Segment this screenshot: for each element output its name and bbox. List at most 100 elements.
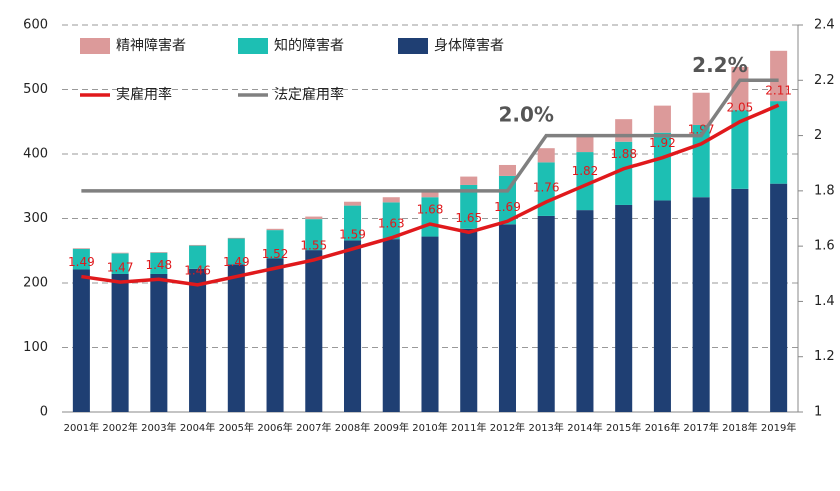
x-tick-label: 2009年 bbox=[374, 421, 409, 434]
y-tick-label: 300 bbox=[23, 211, 48, 226]
legend-label: 法定雇用率 bbox=[274, 86, 344, 103]
bar bbox=[537, 215, 555, 412]
bar bbox=[72, 248, 90, 270]
annotation: 2.2% bbox=[692, 53, 747, 77]
bar bbox=[576, 152, 594, 211]
bar bbox=[615, 141, 633, 205]
bar bbox=[305, 250, 323, 412]
bar bbox=[692, 92, 710, 125]
bar bbox=[460, 228, 478, 412]
x-tick-label: 2015年 bbox=[606, 421, 641, 434]
bar bbox=[72, 269, 90, 412]
bar bbox=[653, 132, 671, 201]
data-label: 1.69 bbox=[494, 200, 521, 214]
y2-tick-label: 2.2 bbox=[814, 73, 835, 88]
data-label: 1.63 bbox=[378, 216, 405, 230]
x-tick-label: 2016年 bbox=[645, 421, 680, 434]
bar bbox=[653, 200, 671, 412]
bar bbox=[382, 239, 400, 412]
x-tick-label: 2007年 bbox=[296, 421, 331, 434]
legend-label: 身体障害者 bbox=[434, 38, 504, 54]
bar bbox=[266, 228, 284, 231]
y-tick-label: 200 bbox=[23, 276, 48, 291]
bar bbox=[421, 190, 439, 198]
bar bbox=[189, 245, 207, 269]
data-label: 1.46 bbox=[184, 263, 211, 277]
bar bbox=[460, 176, 478, 185]
data-label: 1.92 bbox=[649, 136, 676, 150]
y-tick-label: 500 bbox=[23, 82, 48, 97]
y2-tick-label: 1.4 bbox=[814, 294, 835, 309]
bar bbox=[111, 252, 129, 254]
bar bbox=[421, 236, 439, 412]
bar bbox=[382, 202, 400, 240]
y2-tick-label: 2 bbox=[814, 128, 822, 143]
x-tick-label: 2002年 bbox=[102, 421, 137, 434]
bar bbox=[692, 197, 710, 412]
data-label: 1.82 bbox=[572, 164, 599, 178]
data-label: 1.49 bbox=[223, 255, 250, 269]
bar bbox=[653, 105, 671, 133]
x-tick-label: 2017年 bbox=[683, 421, 718, 434]
bar bbox=[150, 273, 168, 412]
bar bbox=[731, 188, 749, 412]
bar bbox=[266, 230, 284, 259]
bar bbox=[305, 219, 323, 251]
legend-label: 知的障害者 bbox=[274, 37, 344, 54]
bar bbox=[227, 238, 245, 265]
y2-tick-label: 1.8 bbox=[814, 183, 835, 198]
x-tick-label: 2011年 bbox=[451, 421, 486, 434]
data-label: 1.88 bbox=[610, 147, 637, 161]
data-label: 1.48 bbox=[145, 258, 172, 272]
bar bbox=[731, 66, 749, 111]
data-label: 1.59 bbox=[339, 227, 366, 241]
x-tick-label: 2001年 bbox=[64, 421, 99, 434]
x-tick-label: 2014年 bbox=[567, 421, 602, 434]
y2-tick-label: 2.4 bbox=[814, 18, 835, 33]
bar bbox=[344, 205, 362, 241]
data-label: 2.11 bbox=[765, 84, 792, 98]
x-tick-label: 2006年 bbox=[257, 421, 292, 434]
bar bbox=[189, 244, 207, 246]
bar bbox=[189, 268, 207, 412]
legend-swatch bbox=[80, 38, 110, 54]
bar bbox=[770, 50, 788, 102]
y-tick-label: 100 bbox=[23, 340, 48, 355]
bar bbox=[615, 119, 633, 142]
legend-label: 精神障害者 bbox=[116, 38, 186, 54]
y-tick-label: 0 bbox=[40, 405, 48, 420]
bar bbox=[460, 184, 478, 229]
y-tick-label: 400 bbox=[23, 147, 48, 162]
data-label: 1.49 bbox=[68, 255, 95, 269]
bar bbox=[537, 148, 555, 163]
bar bbox=[498, 175, 516, 225]
bar bbox=[227, 264, 245, 412]
data-label: 1.55 bbox=[300, 238, 327, 252]
legend-swatch bbox=[398, 38, 428, 54]
x-tick-label: 2008年 bbox=[335, 421, 370, 434]
bar bbox=[576, 210, 594, 412]
data-label: 2.05 bbox=[727, 100, 754, 114]
legend-label: 実雇用率 bbox=[116, 86, 172, 103]
bar bbox=[344, 240, 362, 412]
bar bbox=[150, 252, 168, 274]
x-tick-label: 2004年 bbox=[180, 421, 215, 434]
data-label: 1.52 bbox=[262, 247, 289, 261]
bar bbox=[72, 248, 90, 249]
x-tick-label: 2012年 bbox=[490, 421, 525, 434]
bar bbox=[227, 237, 245, 239]
bar bbox=[615, 204, 633, 412]
x-tick-label: 2013年 bbox=[528, 421, 563, 434]
bar bbox=[770, 101, 788, 184]
data-label: 1.76 bbox=[533, 180, 560, 194]
line-series bbox=[81, 78, 779, 193]
data-label: 1.68 bbox=[417, 203, 444, 217]
bar bbox=[731, 110, 749, 189]
x-tick-label: 2003年 bbox=[141, 421, 176, 434]
legend-swatch bbox=[238, 38, 268, 54]
data-label: 1.65 bbox=[455, 211, 482, 225]
x-tick-label: 2018年 bbox=[722, 421, 757, 434]
bar bbox=[305, 216, 323, 220]
bar bbox=[266, 258, 284, 412]
